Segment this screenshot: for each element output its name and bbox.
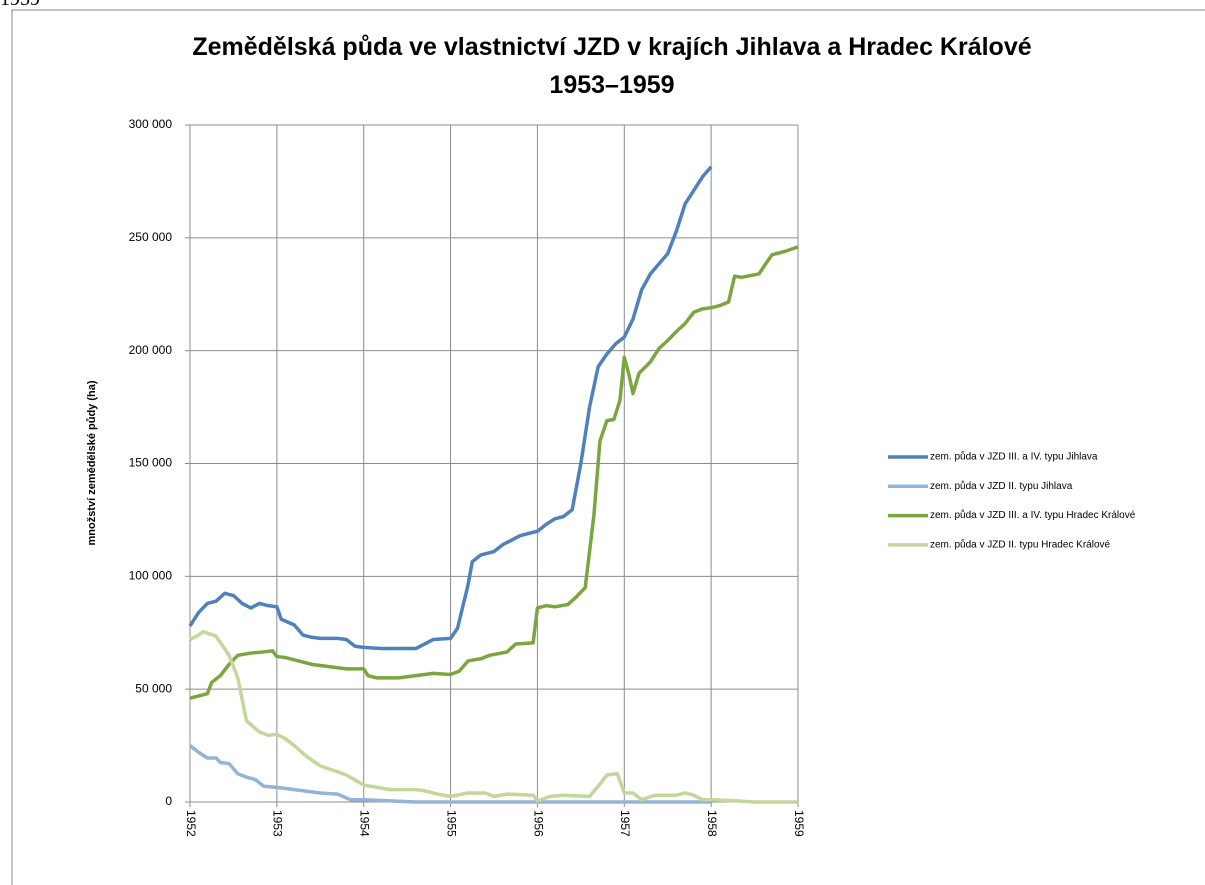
y-tick-label: 100 000 bbox=[129, 569, 173, 583]
legend-label: zem. půda v JZD II. typu Hradec Králové bbox=[930, 539, 1111, 551]
chart-title: Zemědělská půda ve vlastnictví JZD v kra… bbox=[192, 33, 1032, 99]
corner-text: 1959 bbox=[0, 0, 40, 11]
chart-frame bbox=[11, 9, 1205, 885]
series-line bbox=[188, 165, 713, 651]
y-tick-label: 50 000 bbox=[135, 681, 172, 695]
y-tick-label: 0 bbox=[165, 794, 172, 808]
series-line bbox=[189, 629, 798, 804]
legend-label: zem. půda v JZD III. a IV. typu Hradec K… bbox=[930, 509, 1136, 521]
x-tick-label: 1953 bbox=[271, 810, 285, 837]
legend-label: zem. půda v JZD II. typu Jihlava bbox=[930, 480, 1073, 492]
y-tick-label: 200 000 bbox=[129, 343, 173, 357]
series-line bbox=[188, 744, 712, 804]
y-axis-label: množství zemědělské půdy (ha) bbox=[86, 380, 98, 545]
x-tick-label: 1952 bbox=[184, 810, 198, 837]
x-tick-label: 1956 bbox=[531, 810, 545, 837]
y-tick-label: 250 000 bbox=[129, 230, 173, 244]
x-tick-label: 1958 bbox=[705, 810, 719, 837]
x-tick-label: 1955 bbox=[444, 810, 458, 837]
series-line bbox=[189, 245, 799, 700]
x-tick-label: 1957 bbox=[618, 810, 632, 837]
y-tick-label: 300 000 bbox=[129, 117, 173, 131]
x-tick-label: 1959 bbox=[792, 810, 806, 837]
y-tick-label: 150 000 bbox=[129, 456, 173, 470]
legend-label: zem. půda v JZD III. a IV. typu Jihlava bbox=[930, 451, 1098, 463]
x-tick-label: 1954 bbox=[358, 810, 372, 837]
